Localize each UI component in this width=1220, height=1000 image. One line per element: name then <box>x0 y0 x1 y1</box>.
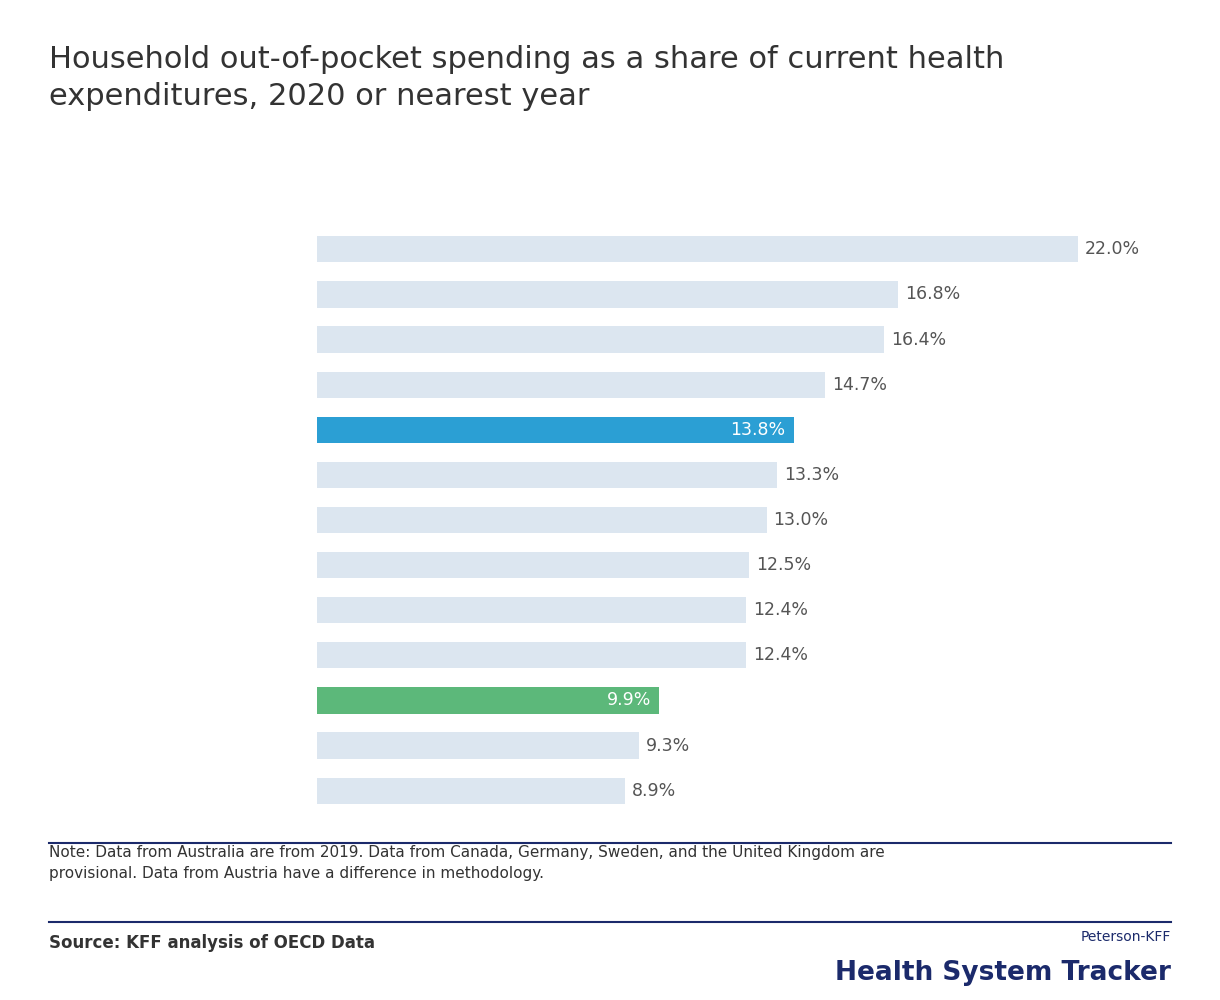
Bar <box>317 507 766 533</box>
Bar <box>317 552 749 578</box>
Text: 12.5%: 12.5% <box>756 556 811 574</box>
Bar <box>317 372 825 398</box>
Text: Note: Data from Australia are from 2019. Data from Canada, Germany, Sweden, and : Note: Data from Australia are from 2019.… <box>49 845 884 881</box>
Text: Health System Tracker: Health System Tracker <box>836 960 1171 986</box>
Text: 12.4%: 12.4% <box>753 601 808 619</box>
Text: 9.3%: 9.3% <box>645 737 689 755</box>
Text: Source: KFF analysis of OECD Data: Source: KFF analysis of OECD Data <box>49 934 375 952</box>
Text: 12.4%: 12.4% <box>753 646 808 664</box>
Text: 16.4%: 16.4% <box>891 331 947 349</box>
Text: 13.0%: 13.0% <box>773 511 828 529</box>
Text: 8.9%: 8.9% <box>632 782 676 800</box>
Text: 16.8%: 16.8% <box>905 285 960 303</box>
Bar <box>317 778 625 804</box>
Text: Peterson-KFF: Peterson-KFF <box>1081 930 1171 944</box>
Text: 13.3%: 13.3% <box>784 466 839 484</box>
Bar <box>317 597 745 623</box>
Bar <box>317 687 660 714</box>
Text: 22.0%: 22.0% <box>1085 240 1139 258</box>
Text: 9.9%: 9.9% <box>606 691 650 709</box>
Bar <box>317 732 639 759</box>
Text: 14.7%: 14.7% <box>832 376 887 394</box>
Bar <box>317 642 745 668</box>
Text: 13.8%: 13.8% <box>731 421 786 439</box>
Bar <box>317 281 898 308</box>
Text: Household out-of-pocket spending as a share of current health
expenditures, 2020: Household out-of-pocket spending as a sh… <box>49 45 1004 111</box>
Bar <box>317 236 1077 262</box>
Bar <box>317 462 777 488</box>
Bar <box>317 417 794 443</box>
Bar <box>317 326 884 353</box>
